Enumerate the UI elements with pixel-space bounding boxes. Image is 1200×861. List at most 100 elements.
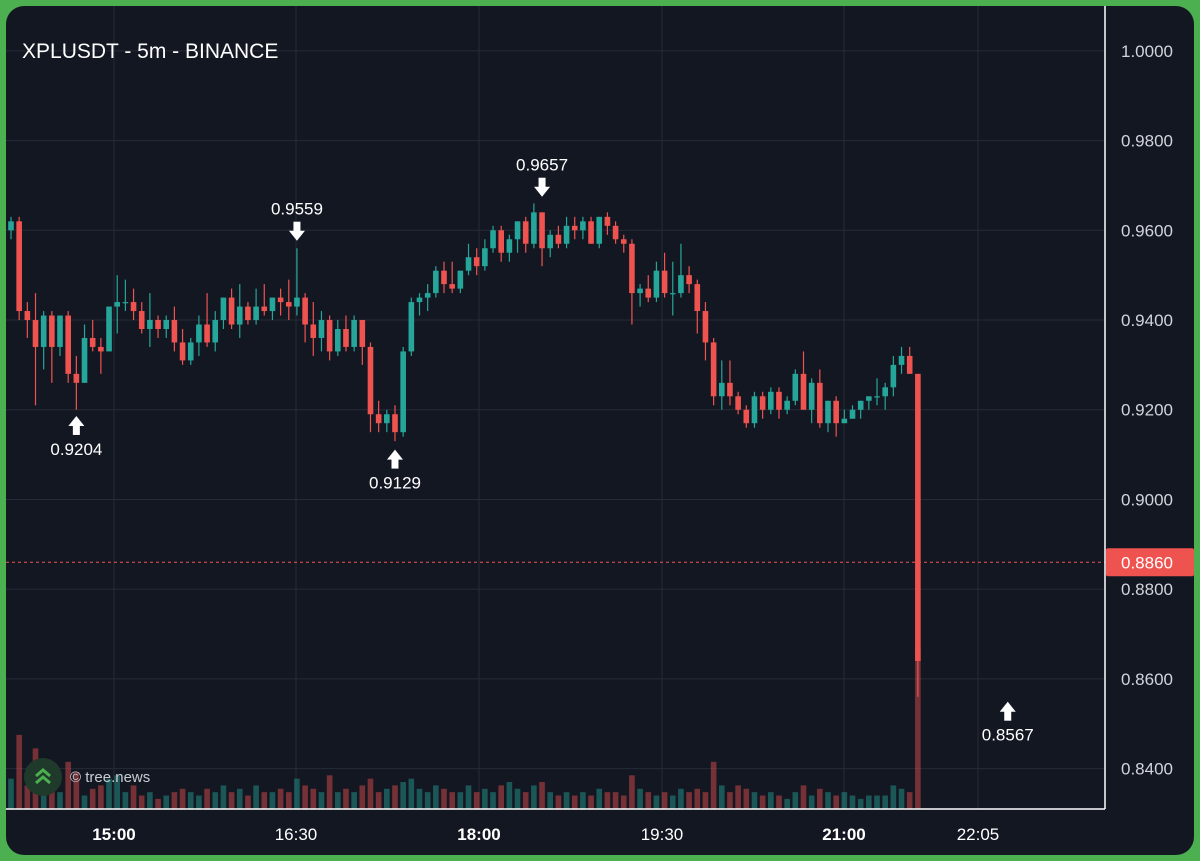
volume-bar	[857, 798, 864, 809]
volume-bar	[285, 792, 292, 809]
candle-body	[531, 212, 537, 244]
candle-body	[81, 337, 88, 383]
candle-body	[898, 355, 905, 365]
volume-bar	[245, 795, 251, 809]
x-tick-label: 19:30	[641, 825, 684, 844]
volume-bar	[882, 795, 888, 809]
volume-bar	[555, 795, 562, 809]
candle-body	[424, 293, 431, 298]
volume-bar	[163, 795, 170, 809]
arrow-up-icon	[68, 415, 85, 426]
volume-bar	[473, 792, 480, 809]
arrow-down-icon	[288, 230, 305, 241]
candle-body	[645, 288, 652, 298]
volume-bar	[645, 792, 652, 809]
volume-bar	[138, 795, 145, 809]
current-price-line: 0.8860	[6, 548, 1194, 577]
candle-body	[384, 414, 390, 424]
volume-bar	[498, 785, 504, 809]
y-tick-label: 0.8800	[1121, 580, 1173, 599]
candle-body	[604, 216, 611, 226]
candle-body	[833, 400, 839, 424]
volume-bar	[89, 788, 96, 809]
volume-bar	[433, 785, 439, 809]
candle-body	[817, 382, 823, 424]
volume-bar	[16, 734, 22, 809]
candle-body	[392, 414, 398, 433]
volume-bar	[465, 785, 472, 809]
candle-body	[294, 297, 300, 307]
candle-body	[236, 306, 243, 325]
candle-body	[359, 320, 366, 347]
candle-body	[890, 364, 897, 388]
candle-body	[825, 400, 831, 424]
volume-bar	[792, 792, 799, 809]
candle-body	[212, 320, 219, 343]
y-tick-label: 1.0000	[1121, 42, 1173, 61]
candle-body	[482, 248, 488, 267]
candle-body	[196, 324, 202, 343]
candle-body	[73, 373, 80, 383]
volume-bar	[710, 761, 717, 809]
volume-bar	[326, 775, 333, 809]
candle-body	[114, 302, 121, 307]
volume-bar	[302, 785, 308, 809]
candlestick-chart[interactable]: 0.8860 0.9204 0.9559 0.9129 0.9657 0.8567 1.…	[6, 6, 1194, 855]
candle-body	[522, 221, 529, 244]
candle-body	[335, 328, 341, 352]
candle-body	[915, 373, 921, 661]
candle-body	[710, 342, 717, 397]
candle-body	[49, 315, 55, 347]
volume-bar	[65, 761, 71, 809]
candle-body	[882, 387, 888, 397]
candle-body	[171, 320, 178, 343]
volume-bar	[408, 778, 415, 809]
volume-bar	[130, 785, 137, 809]
high-annotation-label: 0.9559	[271, 200, 323, 219]
x-tick-label: 18:00	[457, 825, 500, 844]
candle-body	[580, 221, 586, 231]
volume-bar	[784, 798, 790, 809]
volume-bar	[686, 792, 692, 809]
volume-bar	[375, 792, 382, 809]
candle-body	[261, 306, 268, 312]
arrow-up-stem	[72, 424, 80, 435]
volume-bar	[457, 792, 464, 809]
volume-bar	[228, 792, 235, 809]
y-tick-label: 0.9600	[1121, 221, 1173, 240]
candle-body	[457, 270, 464, 289]
candle-body	[751, 396, 758, 424]
candle-body	[433, 270, 439, 294]
candle-body	[759, 396, 766, 410]
y-tick-label: 0.9800	[1121, 132, 1173, 151]
y-tick-label: 0.9400	[1121, 311, 1173, 330]
volume-bar	[424, 792, 431, 809]
price-annotations: 0.9204 0.9559 0.9129 0.9657 0.8567	[50, 156, 1033, 745]
candle-body	[147, 320, 153, 329]
volume-bar	[73, 771, 80, 809]
volume-bar	[833, 795, 839, 809]
candle-body	[187, 342, 194, 361]
candle-body	[686, 275, 692, 285]
candle-body	[245, 306, 251, 321]
volume-bar	[253, 785, 259, 809]
volume-bar	[874, 795, 880, 809]
volume-bar	[187, 792, 194, 809]
volume-bar	[563, 792, 570, 809]
volume-bar	[531, 785, 537, 809]
x-tick-label: 15:00	[92, 825, 135, 844]
candle-body	[473, 257, 480, 267]
volume-bar	[367, 778, 374, 809]
volume-bar	[400, 782, 406, 809]
candle-body	[776, 391, 782, 410]
volume-bar	[808, 795, 815, 809]
volume-bar	[236, 788, 243, 809]
candle-body	[106, 306, 112, 352]
volume-bar	[204, 788, 210, 809]
candle-body	[326, 320, 333, 352]
volume-bar	[849, 795, 856, 809]
volume-bar	[310, 788, 317, 809]
candle-body	[465, 257, 472, 271]
candle-body	[694, 284, 701, 312]
candle-body	[204, 324, 210, 343]
